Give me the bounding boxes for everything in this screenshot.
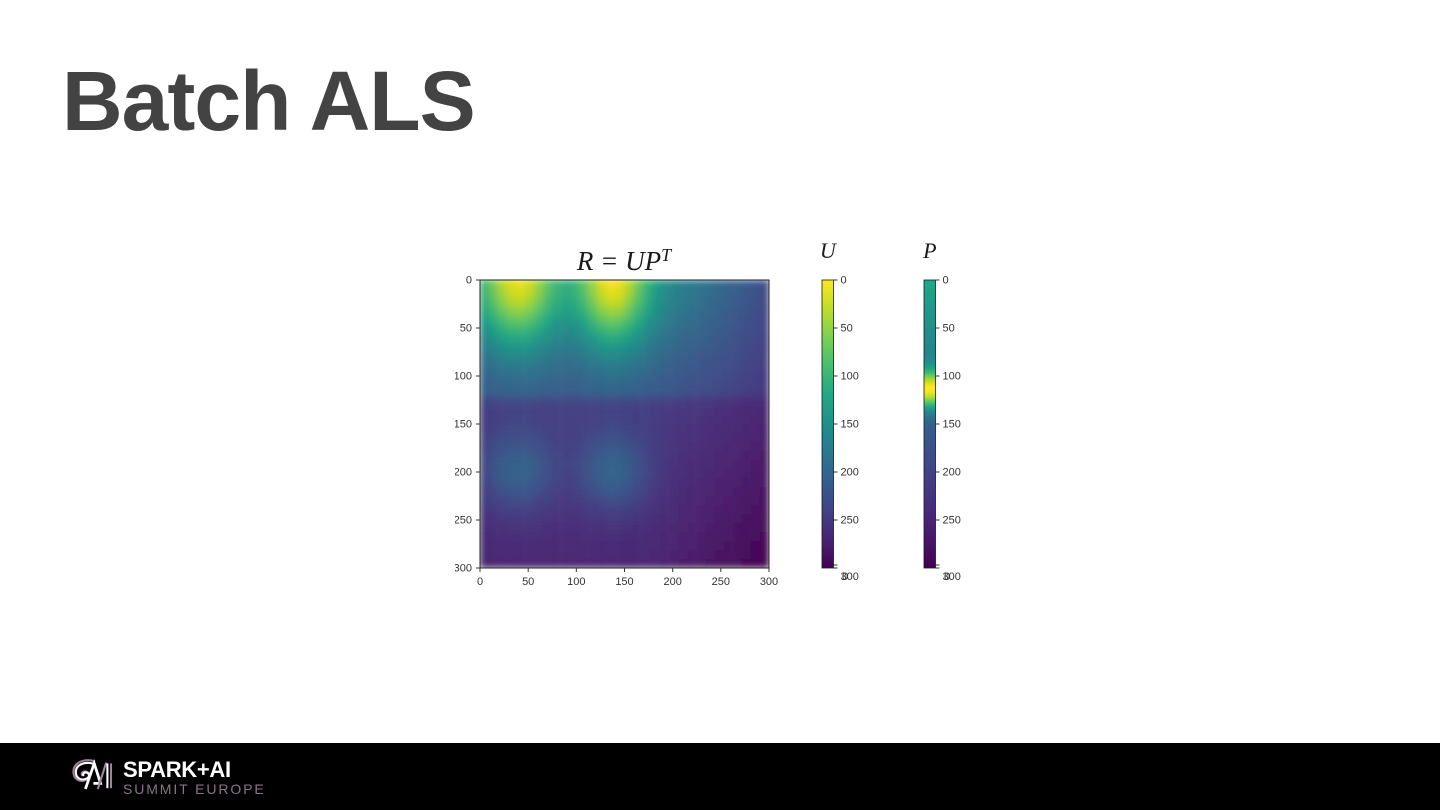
svg-text:0: 0 [841, 275, 847, 287]
svg-text:100: 100 [943, 371, 961, 383]
svg-text:0: 0 [944, 571, 950, 583]
svg-text:150: 150 [841, 419, 859, 431]
svg-text:50: 50 [841, 323, 853, 335]
svg-text:100: 100 [841, 371, 859, 383]
svg-text:250: 250 [712, 576, 730, 588]
svg-text:200: 200 [455, 467, 472, 479]
svg-text:250: 250 [943, 515, 961, 527]
svg-text:200: 200 [664, 576, 682, 588]
svg-text:P: P [922, 240, 936, 263]
svg-text:0: 0 [842, 571, 848, 583]
svg-text:150: 150 [615, 576, 633, 588]
svg-text:100: 100 [567, 576, 585, 588]
svg-text:50: 50 [522, 576, 534, 588]
svg-text:100: 100 [455, 371, 472, 383]
svg-text:R = UPT: R = UPT [576, 245, 673, 276]
svg-text:50: 50 [943, 323, 955, 335]
svg-text:300: 300 [455, 563, 472, 575]
svg-text:50: 50 [460, 323, 472, 335]
svg-text:0: 0 [466, 275, 472, 287]
svg-text:300: 300 [760, 576, 778, 588]
svg-text:150: 150 [943, 419, 961, 431]
svg-text:200: 200 [841, 467, 859, 479]
svg-text:0: 0 [477, 576, 483, 588]
svg-text:250: 250 [841, 515, 859, 527]
svg-text:150: 150 [455, 419, 472, 431]
svg-text:250: 250 [455, 515, 472, 527]
svg-text:200: 200 [943, 467, 961, 479]
svg-text:U: U [820, 240, 838, 263]
svg-text:0: 0 [943, 275, 949, 287]
